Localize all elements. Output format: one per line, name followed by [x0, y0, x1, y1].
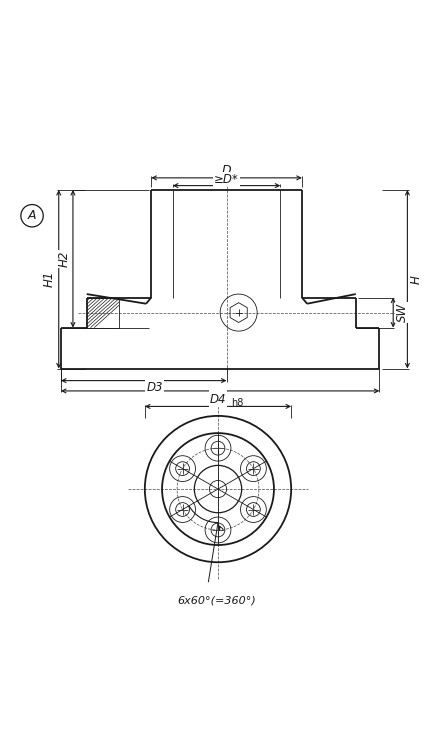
- Text: 6x60°(=360°): 6x60°(=360°): [177, 596, 256, 605]
- Text: D4: D4: [210, 393, 226, 406]
- Text: ≥D*: ≥D*: [214, 173, 239, 186]
- Text: D1: D1: [210, 392, 226, 404]
- Text: H: H: [409, 274, 422, 284]
- Text: SW: SW: [396, 303, 409, 322]
- Text: D3: D3: [146, 381, 163, 394]
- Text: A: A: [28, 209, 36, 222]
- Text: D: D: [222, 164, 232, 178]
- Text: h8: h8: [231, 398, 244, 408]
- Text: H1: H1: [43, 271, 56, 287]
- Text: H2: H2: [58, 251, 71, 267]
